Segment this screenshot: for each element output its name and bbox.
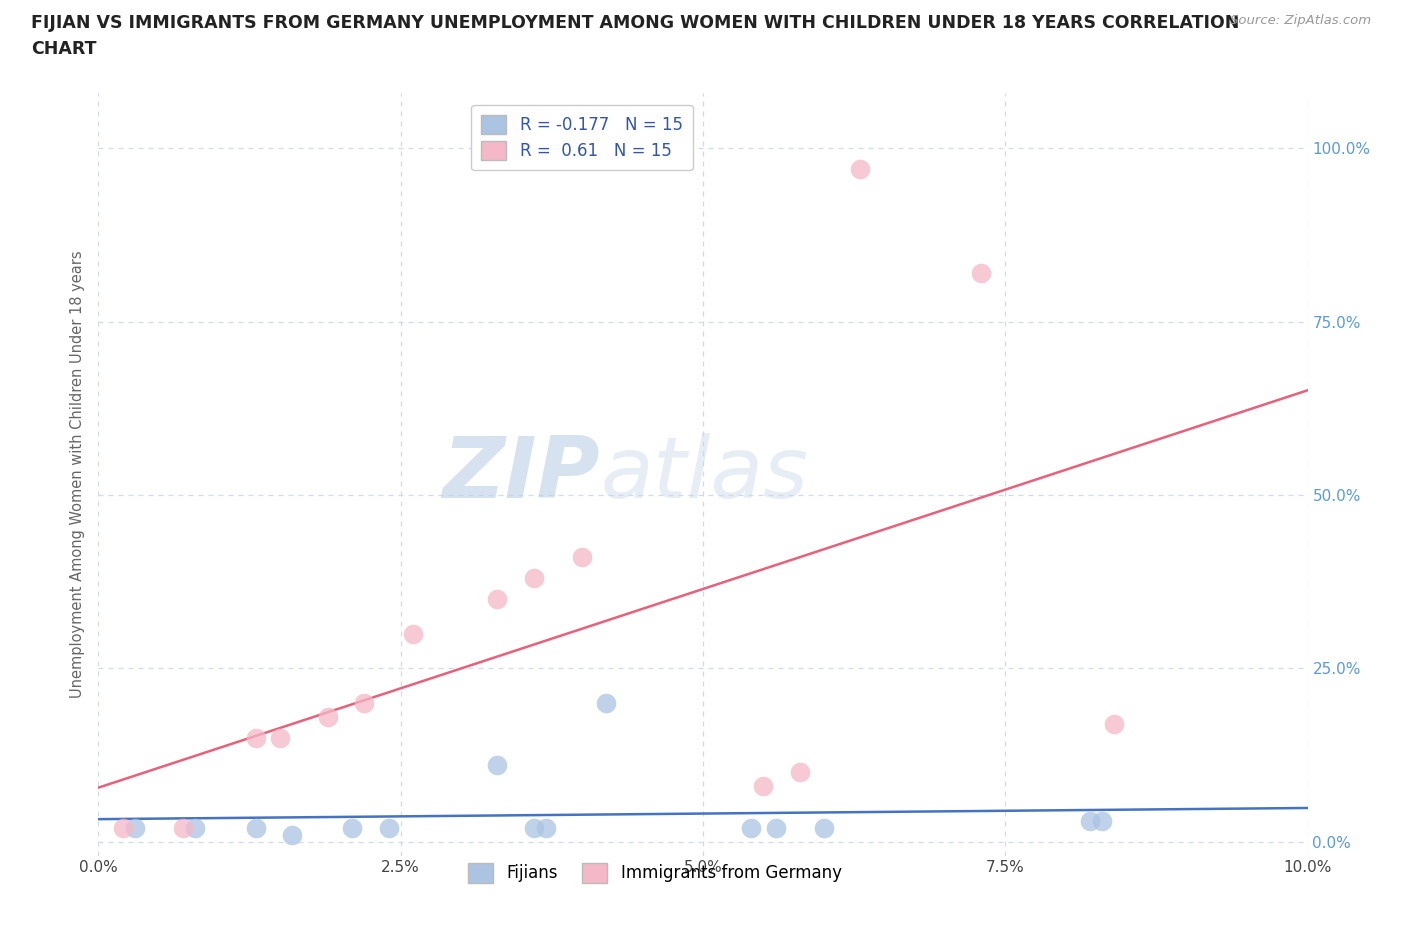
Point <box>970 266 993 281</box>
Point <box>523 571 546 586</box>
Point <box>486 591 509 606</box>
Point <box>111 820 134 835</box>
Point <box>1102 716 1125 731</box>
Point <box>245 730 267 745</box>
Point <box>752 778 775 793</box>
Y-axis label: Unemployment Among Women with Children Under 18 years: Unemployment Among Women with Children U… <box>69 250 84 698</box>
Point <box>316 710 339 724</box>
Point <box>269 730 291 745</box>
Point <box>353 696 375 711</box>
Point <box>245 820 267 835</box>
Text: atlas: atlas <box>600 432 808 516</box>
Point <box>124 820 146 835</box>
Point <box>486 758 509 773</box>
Legend: Fijians, Immigrants from Germany: Fijians, Immigrants from Germany <box>461 857 848 889</box>
Point <box>1091 814 1114 829</box>
Point <box>377 820 399 835</box>
Point <box>813 820 835 835</box>
Text: CHART: CHART <box>31 40 97 58</box>
Point <box>184 820 207 835</box>
Point <box>849 162 872 177</box>
Point <box>595 696 617 711</box>
Point <box>740 820 762 835</box>
Point <box>281 828 304 843</box>
Point <box>571 550 593 565</box>
Text: ZIP: ZIP <box>443 432 600 516</box>
Point <box>534 820 557 835</box>
Point <box>789 765 811 780</box>
Text: Source: ZipAtlas.com: Source: ZipAtlas.com <box>1230 14 1371 27</box>
Point <box>1078 814 1101 829</box>
Point <box>342 820 364 835</box>
Point <box>172 820 194 835</box>
Point <box>765 820 787 835</box>
Point <box>523 820 546 835</box>
Point <box>402 626 425 641</box>
Text: FIJIAN VS IMMIGRANTS FROM GERMANY UNEMPLOYMENT AMONG WOMEN WITH CHILDREN UNDER 1: FIJIAN VS IMMIGRANTS FROM GERMANY UNEMPL… <box>31 14 1239 32</box>
